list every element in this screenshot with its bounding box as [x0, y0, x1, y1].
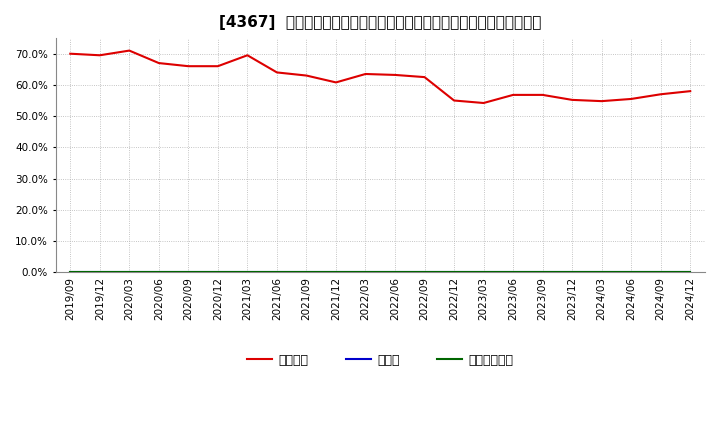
- 繰延税金資産: [214, 269, 222, 275]
- 自己資本: [657, 92, 665, 97]
- 繰延税金資産: [125, 269, 134, 275]
- 繰延税金資産: [391, 269, 400, 275]
- 繰延税金資産: [155, 269, 163, 275]
- のれん: [302, 269, 311, 275]
- のれん: [125, 269, 134, 275]
- 自己資本: [627, 96, 636, 102]
- 自己資本: [361, 71, 370, 77]
- のれん: [66, 269, 75, 275]
- 自己資本: [686, 88, 695, 94]
- のれん: [480, 269, 488, 275]
- 自己資本: [450, 98, 459, 103]
- 自己資本: [539, 92, 547, 98]
- のれん: [391, 269, 400, 275]
- 繰延税金資産: [686, 269, 695, 275]
- 繰延税金資産: [627, 269, 636, 275]
- のれん: [509, 269, 518, 275]
- のれん: [332, 269, 341, 275]
- のれん: [243, 269, 252, 275]
- 自己資本: [273, 70, 282, 75]
- 自己資本: [302, 73, 311, 78]
- 自己資本: [96, 53, 104, 58]
- 自己資本: [509, 92, 518, 98]
- のれん: [184, 269, 193, 275]
- のれん: [627, 269, 636, 275]
- のれん: [155, 269, 163, 275]
- 自己資本: [214, 63, 222, 69]
- のれん: [539, 269, 547, 275]
- 繰延税金資産: [480, 269, 488, 275]
- Title: [4367]  自己資本、のれん、繰延税金資産の総資産に対する比率の推移: [4367] 自己資本、のれん、繰延税金資産の総資産に対する比率の推移: [219, 15, 541, 30]
- 自己資本: [155, 60, 163, 66]
- 繰延税金資産: [539, 269, 547, 275]
- のれん: [214, 269, 222, 275]
- 繰延税金資産: [598, 269, 606, 275]
- のれん: [450, 269, 459, 275]
- 繰延税金資産: [332, 269, 341, 275]
- 自己資本: [125, 48, 134, 53]
- のれん: [568, 269, 577, 275]
- 繰延税金資産: [568, 269, 577, 275]
- 自己資本: [568, 97, 577, 103]
- 繰延税金資産: [450, 269, 459, 275]
- 自己資本: [332, 80, 341, 85]
- のれん: [96, 269, 104, 275]
- のれん: [657, 269, 665, 275]
- 繰延税金資産: [243, 269, 252, 275]
- 自己資本: [598, 99, 606, 104]
- 繰延税金資産: [302, 269, 311, 275]
- 自己資本: [184, 63, 193, 69]
- 自己資本: [420, 74, 429, 80]
- 繰延税金資産: [96, 269, 104, 275]
- のれん: [686, 269, 695, 275]
- 自己資本: [391, 72, 400, 77]
- 繰延税金資産: [509, 269, 518, 275]
- のれん: [361, 269, 370, 275]
- 繰延税金資産: [420, 269, 429, 275]
- 繰延税金資産: [66, 269, 75, 275]
- のれん: [598, 269, 606, 275]
- 自己資本: [243, 53, 252, 58]
- 繰延税金資産: [273, 269, 282, 275]
- 繰延税金資産: [657, 269, 665, 275]
- 繰延税金資産: [184, 269, 193, 275]
- Line: 自己資本: 自己資本: [71, 51, 690, 103]
- のれん: [273, 269, 282, 275]
- 繰延税金資産: [361, 269, 370, 275]
- のれん: [420, 269, 429, 275]
- Legend: 自己資本, のれん, 繰延税金資産: 自己資本, のれん, 繰延税金資産: [242, 348, 518, 371]
- 自己資本: [66, 51, 75, 56]
- 自己資本: [480, 100, 488, 106]
